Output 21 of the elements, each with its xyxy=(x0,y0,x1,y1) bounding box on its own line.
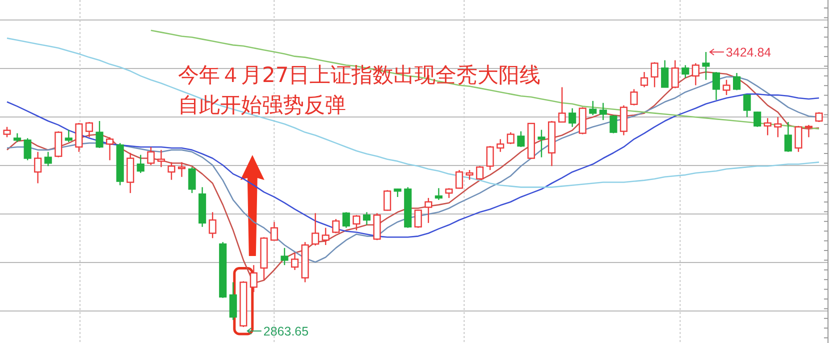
candlestick xyxy=(34,151,42,184)
candlestick xyxy=(157,149,165,168)
annotation: 自此开始强势反弹 xyxy=(178,93,346,117)
annotation: 3424.84 xyxy=(726,46,772,60)
candlestick xyxy=(64,129,72,143)
candlestick xyxy=(568,108,576,128)
candlestick xyxy=(126,152,134,194)
candlestick xyxy=(692,62,700,86)
candlestick xyxy=(178,162,186,178)
candlestick xyxy=(250,264,258,293)
candlestick xyxy=(702,51,710,80)
annotation: 2863.65 xyxy=(263,324,309,338)
candlestick xyxy=(13,132,22,143)
candlestick xyxy=(599,102,607,121)
candlestick xyxy=(198,186,206,228)
candlestick xyxy=(291,252,299,271)
candlestick xyxy=(362,212,371,226)
value-note: 3424.84 xyxy=(709,46,772,60)
value-note: 2863.65 xyxy=(246,324,309,338)
candlestick xyxy=(434,188,442,201)
candlestick xyxy=(106,136,114,161)
